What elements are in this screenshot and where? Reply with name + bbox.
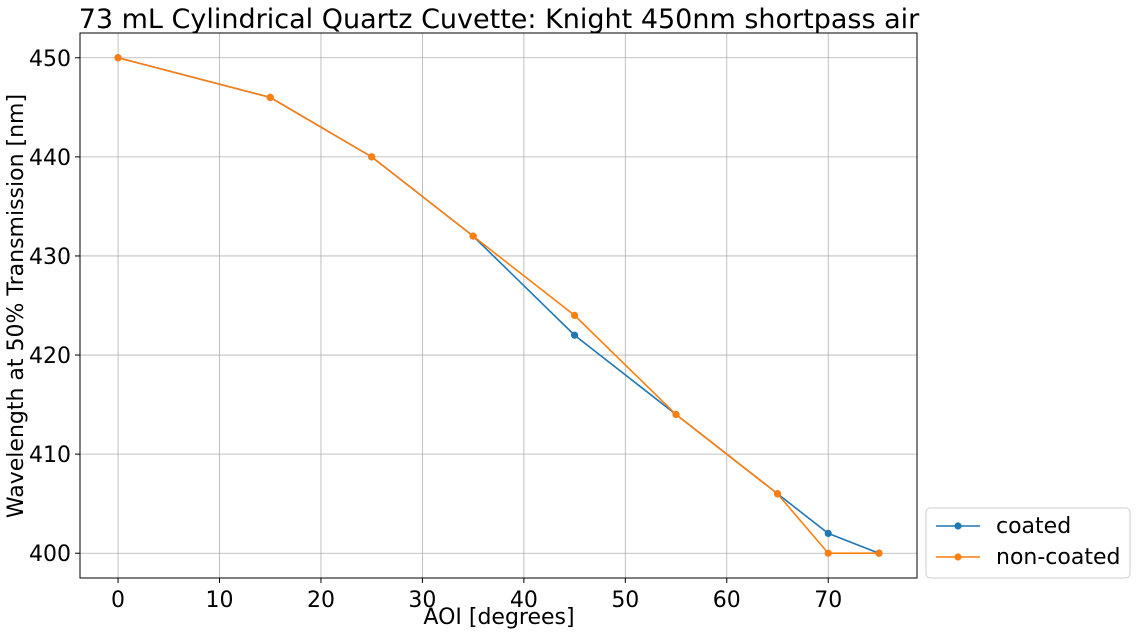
data-point-non-coated: [266, 93, 274, 102]
y-tick-label: 420: [29, 344, 71, 369]
legend-label: coated: [996, 514, 1071, 539]
data-point-coated: [570, 331, 579, 339]
data-point-non-coated: [114, 54, 122, 62]
grid: [80, 33, 917, 578]
x-tick-label: 30: [408, 588, 436, 613]
x-tick-label: 50: [611, 588, 639, 613]
data-point-non-coated: [875, 549, 883, 557]
data-point-non-coated: [469, 232, 477, 240]
x-tick-label: 40: [510, 588, 538, 613]
x-axis-label: AOI [degrees]: [423, 605, 574, 630]
x-tick-label: 20: [307, 588, 335, 613]
y-tick-label: 400: [29, 542, 71, 567]
y-axis-ticks: 400 410 420 430 440 450: [29, 47, 80, 567]
y-tick-label: 410: [29, 443, 71, 468]
y-tick-label: 430: [29, 245, 71, 270]
legend-marker-coated: [954, 522, 962, 530]
data-point-coated: [824, 529, 832, 538]
data-point-non-coated: [824, 549, 832, 557]
x-tick-label: 70: [814, 588, 842, 613]
legend: coated non-coated: [925, 507, 1131, 579]
data-point-non-coated: [570, 311, 579, 320]
x-tick-label: 60: [713, 588, 741, 613]
x-tick-label: 10: [206, 588, 234, 613]
legend-marker-non-coated: [954, 553, 962, 561]
x-axis-ticks: 0 10 20 30 40 50 60 70: [111, 578, 842, 613]
series-line-coated: [117, 56, 880, 554]
y-tick-label: 440: [29, 146, 71, 171]
legend-label: non-coated: [996, 545, 1120, 570]
y-tick-label: 450: [29, 47, 71, 72]
data-point-non-coated: [368, 153, 376, 161]
data-point-non-coated: [773, 490, 782, 498]
x-tick-label: 0: [111, 588, 125, 613]
data-point-non-coated: [672, 410, 680, 419]
chart-title: 73 mL Cylindrical Quartz Cuvette: Knight…: [79, 4, 920, 35]
series-group: [114, 54, 883, 557]
series-line-non-coated: [117, 56, 879, 555]
plot-frame: [79, 32, 918, 579]
y-axis-label: Wavelength at 50% Transmission [nm]: [4, 94, 29, 518]
